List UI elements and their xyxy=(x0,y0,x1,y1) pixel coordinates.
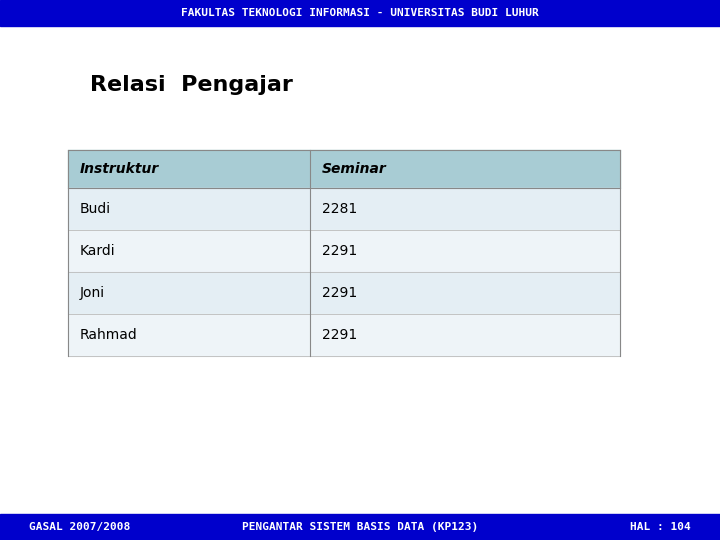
Text: Instruktur: Instruktur xyxy=(80,162,159,176)
Text: GASAL 2007/2008: GASAL 2007/2008 xyxy=(30,522,130,532)
Bar xyxy=(68,188,620,230)
Text: 2291: 2291 xyxy=(322,286,357,300)
Text: 2291: 2291 xyxy=(322,328,357,342)
Text: PENGANTAR SISTEM BASIS DATA (KP123): PENGANTAR SISTEM BASIS DATA (KP123) xyxy=(242,522,478,532)
Bar xyxy=(68,314,620,356)
Circle shape xyxy=(282,189,406,313)
Text: Kardi: Kardi xyxy=(80,244,116,258)
Text: 2281: 2281 xyxy=(322,202,357,216)
Text: Budi: Budi xyxy=(80,202,111,216)
Text: 2291: 2291 xyxy=(322,244,357,258)
Bar xyxy=(68,272,620,314)
Text: Relasi  Pengajar: Relasi Pengajar xyxy=(90,75,293,95)
Text: FAKULTAS TEKNOLOGI INFORMASI - UNIVERSITAS BUDI LUHUR: FAKULTAS TEKNOLOGI INFORMASI - UNIVERSIT… xyxy=(181,8,539,18)
Bar xyxy=(68,150,620,188)
Bar xyxy=(0,0,720,26)
Text: Rahmad: Rahmad xyxy=(80,328,138,342)
Text: Joni: Joni xyxy=(80,286,105,300)
Text: Seminar: Seminar xyxy=(322,162,387,176)
Bar xyxy=(68,230,620,272)
Bar xyxy=(0,514,720,540)
Text: HAL : 104: HAL : 104 xyxy=(629,522,690,532)
